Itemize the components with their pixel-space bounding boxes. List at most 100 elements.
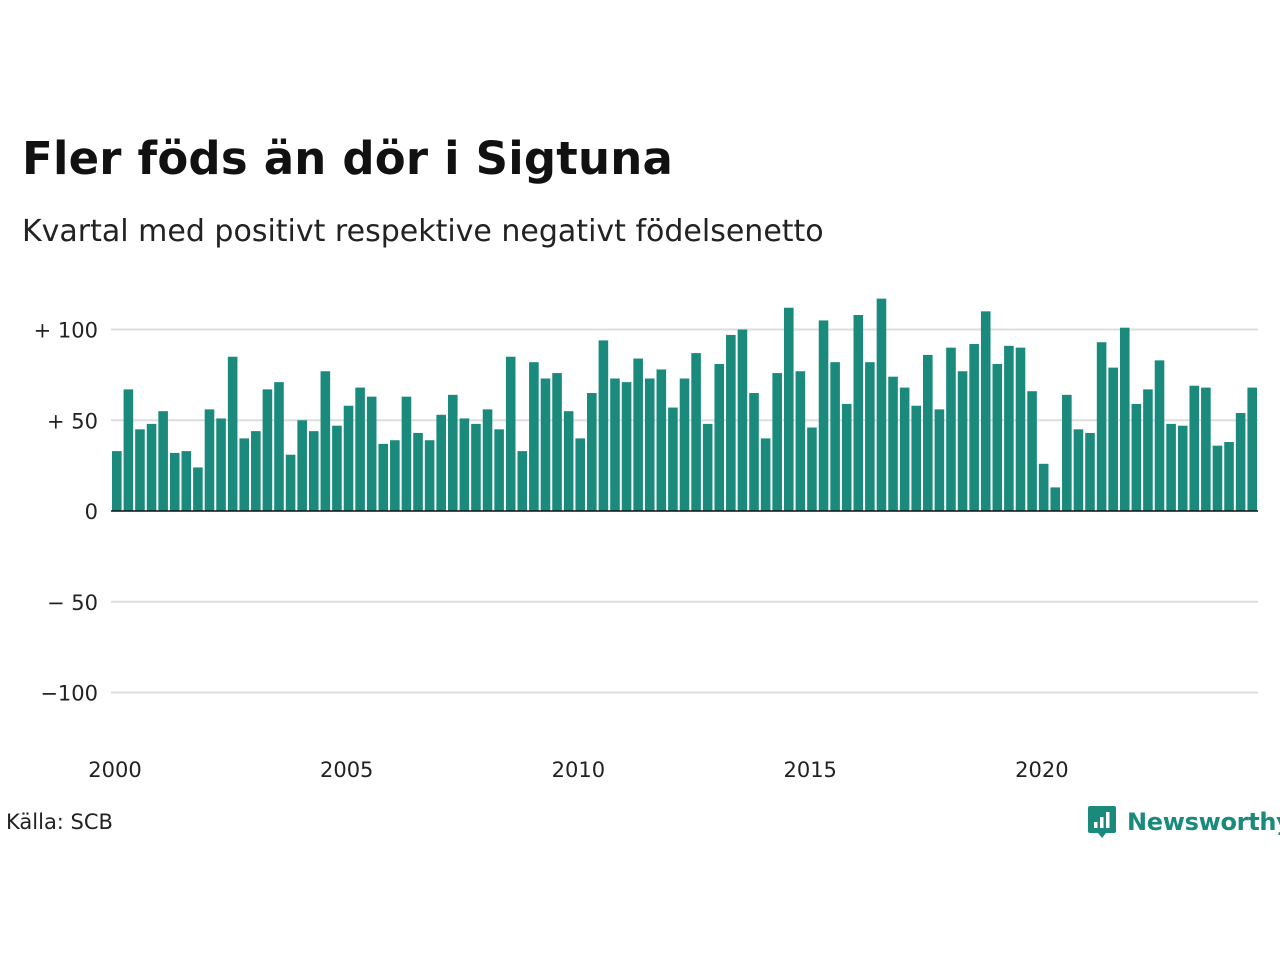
bar (1247, 387, 1257, 511)
bar (355, 387, 365, 511)
bars (111, 298, 1258, 512)
bar (876, 298, 887, 511)
bar (888, 376, 898, 511)
y-tick-label: + 100 (34, 319, 98, 343)
bar (262, 389, 273, 511)
newsworthy-logo-icon (1088, 806, 1116, 838)
bar (552, 373, 562, 511)
bar (760, 438, 771, 511)
bar (494, 429, 504, 511)
bar (749, 393, 759, 511)
bar (1038, 463, 1049, 511)
bar (575, 438, 586, 511)
bar (969, 344, 979, 511)
bar (285, 454, 296, 512)
y-tick-label: −100 (40, 682, 98, 706)
bar (1015, 347, 1026, 511)
bar (251, 431, 261, 511)
bar (169, 452, 180, 511)
bar (1096, 342, 1107, 511)
y-tick-label: 0 (85, 500, 98, 524)
bar (1085, 432, 1095, 511)
bar (865, 362, 875, 511)
bar (980, 311, 991, 511)
x-axis-ticks: 2000 2005 2010 2015 2020 (88, 758, 1068, 782)
bar (146, 423, 157, 511)
bar (1004, 345, 1014, 511)
bar (459, 418, 470, 511)
bar (1212, 445, 1223, 511)
x-tick-label: 2005 (320, 758, 373, 782)
bar (1131, 403, 1142, 511)
bar (320, 371, 331, 511)
bar (424, 440, 435, 511)
bar (783, 307, 794, 511)
bar (992, 363, 1003, 511)
bar (563, 411, 574, 512)
bar (308, 431, 319, 511)
x-tick-label: 2000 (88, 758, 141, 782)
x-tick-label: 2015 (783, 758, 836, 782)
bar (726, 334, 736, 511)
bar (621, 382, 632, 511)
y-tick-label: + 50 (47, 409, 98, 433)
bar (656, 369, 667, 511)
bar (529, 362, 539, 511)
bar (830, 362, 840, 511)
y-tick-label: − 50 (47, 591, 98, 615)
bar (1235, 412, 1246, 511)
bar (841, 403, 852, 511)
bar (795, 371, 806, 511)
bar (482, 409, 493, 511)
bar (1201, 387, 1211, 511)
bar (332, 425, 342, 511)
chart-subtitle: Kvartal med positivt respektive negativt… (22, 214, 824, 249)
bar (587, 393, 597, 511)
bar (413, 432, 423, 511)
bar (598, 340, 609, 511)
bar (123, 389, 134, 511)
bar (378, 443, 389, 512)
bar (193, 467, 203, 511)
bar (239, 438, 250, 511)
bar (216, 418, 226, 511)
bar (436, 414, 446, 511)
bar (447, 394, 458, 511)
source-note: Källa: SCB (6, 810, 113, 834)
brand-name: Newsworthy (1127, 808, 1280, 836)
bar (343, 405, 354, 511)
bar (957, 371, 968, 511)
bar (366, 396, 377, 511)
bar (772, 373, 782, 511)
bar (158, 411, 168, 512)
bar (1143, 389, 1153, 511)
bar-chart: + 100 + 50 0 − 50 −100 2000 2005 2010 2015 2020 (34, 298, 1258, 782)
bar (1177, 425, 1188, 511)
bar (668, 407, 678, 511)
chart-title: Fler föds än dör i Sigtuna (22, 132, 674, 185)
bar (1073, 429, 1084, 511)
bar (135, 429, 145, 511)
y-axis-ticks: + 100 + 50 0 − 50 −100 (34, 319, 98, 706)
bar (899, 387, 910, 511)
bar (1027, 391, 1037, 511)
bar (610, 378, 620, 511)
bar (714, 363, 725, 511)
brand-logo: Newsworthy (1087, 804, 1280, 840)
bar (691, 353, 701, 512)
bar (633, 358, 643, 511)
x-tick-label: 2020 (1015, 758, 1068, 782)
bar (227, 356, 238, 512)
bar (517, 451, 528, 511)
bar (934, 409, 945, 511)
bar (923, 354, 933, 511)
bar (1154, 360, 1165, 511)
bar (644, 378, 655, 511)
bar (390, 440, 400, 511)
bar (401, 396, 412, 511)
bar (297, 420, 307, 511)
bar (1224, 442, 1234, 511)
bar (1166, 423, 1176, 511)
bar (1119, 327, 1130, 511)
bar (946, 347, 956, 511)
